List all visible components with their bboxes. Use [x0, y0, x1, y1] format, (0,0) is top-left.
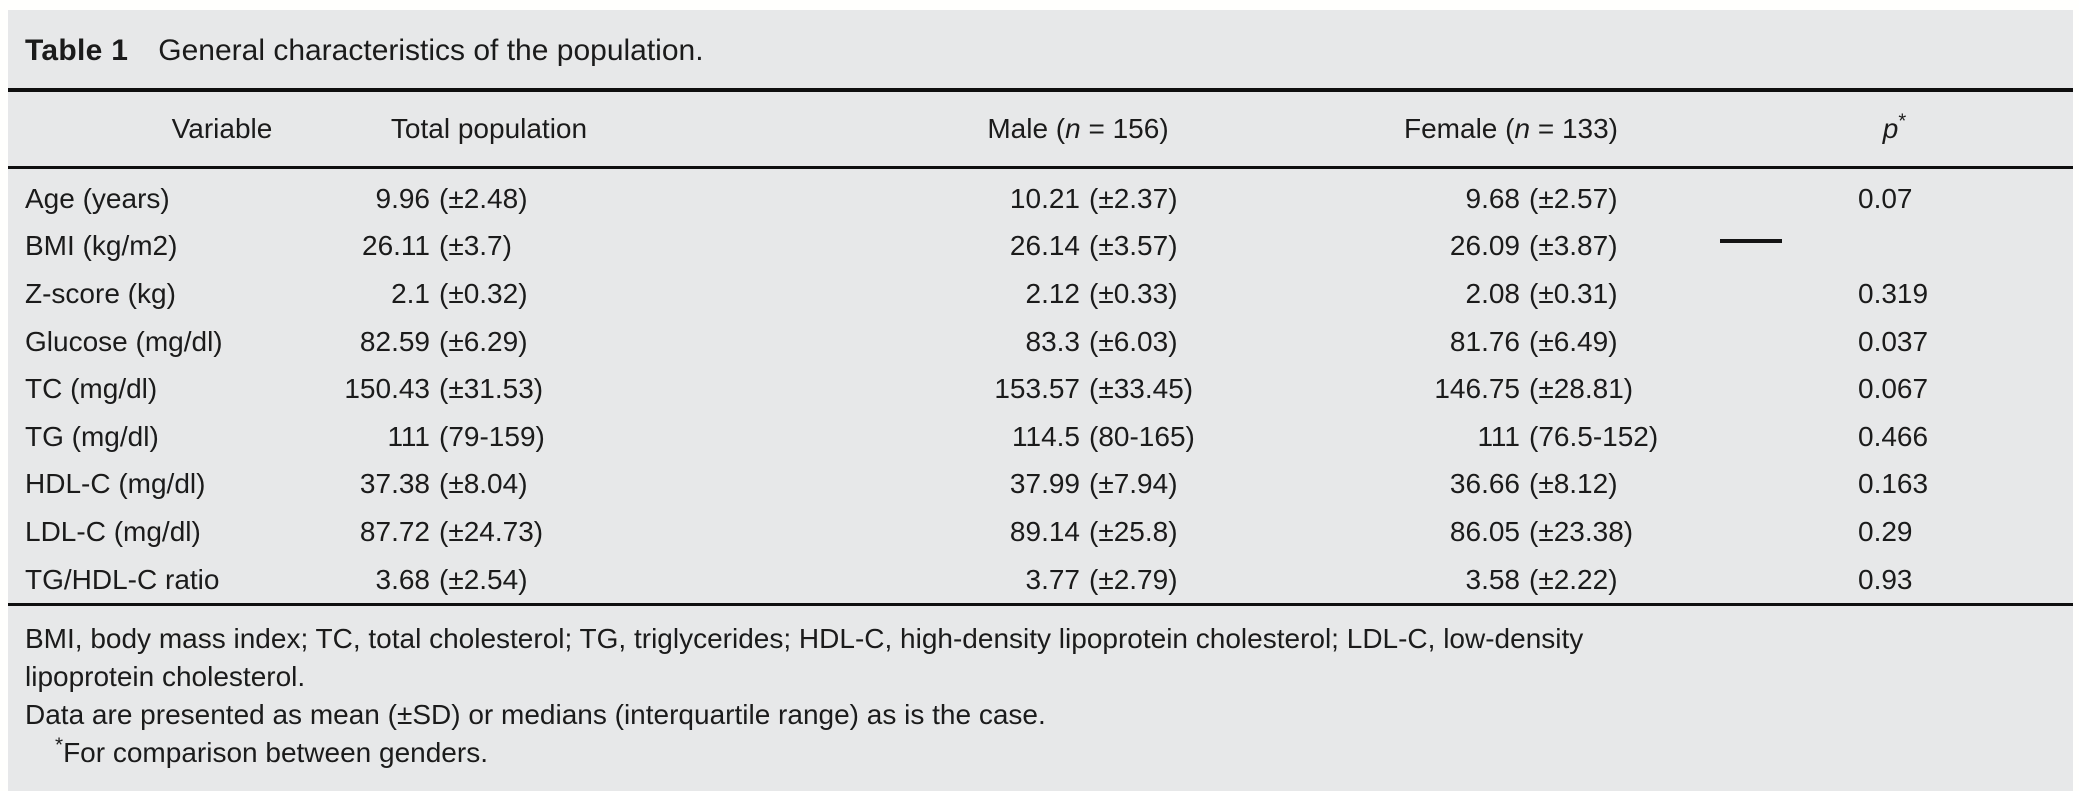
cell-male: 83.3 (±6.03) [1025, 325, 1178, 357]
scan-rule-artifact [1720, 239, 1782, 243]
table-title-text: General characteristics of the populatio… [158, 34, 704, 67]
column-header-female: Female (n = 133) [1404, 113, 1618, 144]
row-label: Glucose (mg/dl) [25, 325, 223, 357]
table-row-hdl: HDL-C (mg/dl) 37.38 (±8.04) 37.99 (±7.94) … [25, 461, 2056, 509]
row-label: Age (years) [25, 182, 170, 214]
cell-female: 146.75 (±28.81) [1434, 373, 1634, 405]
footnote-asterisk-text: For comparison between genders. [63, 737, 488, 769]
row-label: HDL-C (mg/dl) [25, 468, 206, 500]
footnote-asterisk: *For comparison between genders. [25, 734, 2056, 772]
cell-total: 87.72 (±24.73) [359, 515, 544, 547]
cell-female: 9.68 (±2.57) [1465, 182, 1618, 214]
table-title: Table 1 General characteristics of the p… [8, 10, 2073, 92]
table-row-tg: TG (mg/dl) 111 (79-159) 114.5 (80-165) 111… [25, 413, 2056, 461]
column-header-p: p* [1882, 110, 1907, 144]
column-header-variable: Variable [171, 113, 273, 144]
cell-male: 26.14 (±3.57) [1009, 230, 1178, 262]
cell-male: 114.5 (80-165) [1012, 420, 1195, 452]
table-body: Age (years) 9.96 (±2.48) 10.21 (±2.37) 9.6… [8, 169, 2073, 603]
cell-female: 86.05 (±23.38) [1449, 515, 1634, 547]
row-label: LDL-C (mg/dl) [25, 515, 201, 547]
row-label: Z-score (kg) [25, 277, 176, 309]
cell-female: 81.76 (±6.49) [1449, 325, 1618, 357]
table-row-zscore: Z-score (kg) 2.1 (±0.32) 2.12 (±0.33) 2.08… [25, 270, 2056, 318]
cell-total: 9.96 (±2.48) [375, 182, 528, 214]
table-footnotes: BMI, body mass index; TC, total choleste… [8, 603, 2073, 772]
row-label: BMI (kg/m2) [25, 230, 178, 262]
cell-p-value: 0.29 [1858, 515, 1913, 547]
cell-male: 153.57 (±33.45) [994, 373, 1194, 405]
cell-male: 10.21 (±2.37) [1009, 182, 1178, 214]
cell-total: 111 (79-159) [387, 420, 545, 452]
cell-total: 2.1 (±0.32) [391, 277, 528, 309]
cell-p-value: 0.037 [1858, 325, 1929, 357]
table-row-age: Age (years) 9.96 (±2.48) 10.21 (±2.37) 9.6… [25, 175, 2056, 223]
cell-female: 26.09 (±3.87) [1449, 230, 1618, 262]
cell-male: 2.12 (±0.33) [1025, 277, 1178, 309]
cell-total: 26.11 (±3.7) [362, 230, 512, 262]
cell-p-value: 0.319 [1858, 277, 1929, 309]
asterisk-mark: * [55, 734, 64, 758]
table-row-glucose: Glucose (mg/dl) 82.59 (±6.29) 83.3 (±6.03)… [25, 318, 2056, 366]
row-label: TG (mg/dl) [25, 420, 159, 452]
table-title-label: Table 1 [25, 34, 129, 67]
cell-p-value: 0.466 [1858, 420, 1929, 452]
column-header-male: Male (n = 156) [987, 113, 1169, 144]
row-label: TG/HDL-C ratio [25, 563, 220, 595]
p-asterisk: * [1898, 110, 1907, 133]
footnote-abbreviations-line1: BMI, body mass index; TC, total choleste… [25, 623, 1584, 655]
cell-p-value: 0.163 [1858, 468, 1929, 500]
cell-total: 3.68 (±2.54) [375, 563, 528, 595]
column-header-total-population: Total population [390, 113, 588, 144]
cell-female: 3.58 (±2.22) [1465, 563, 1618, 595]
footnote-data-presentation: Data are presented as mean (±SD) or medi… [25, 699, 1046, 731]
cell-p-value: 0.07 [1858, 182, 1913, 214]
cell-p-value: 0.93 [1858, 563, 1913, 595]
table-panel: Table 1 General characteristics of the p… [8, 10, 2073, 791]
cell-female: 111 (76.5-152) [1477, 420, 1659, 452]
row-label: TC (mg/dl) [25, 373, 158, 405]
table-row-ldl: LDL-C (mg/dl) 87.72 (±24.73) 89.14 (±25.8)… [25, 508, 2056, 556]
cell-male: 89.14 (±25.8) [1009, 515, 1178, 547]
cell-p-value: 0.067 [1858, 373, 1929, 405]
table-row-tg-hdl-ratio: TG/HDL-C ratio 3.68 (±2.54) 3.77 (±2.79) 3… [25, 556, 2056, 604]
cell-total: 37.38 (±8.04) [359, 468, 528, 500]
footnote-abbreviations-line2: lipoprotein cholesterol. [25, 661, 306, 693]
cell-male: 37.99 (±7.94) [1009, 468, 1178, 500]
table-row-bmi: BMI (kg/m2) 26.11 (±3.7) 26.14 (±3.57) 26.… [25, 223, 2056, 271]
cell-female: 36.66 (±8.12) [1449, 468, 1618, 500]
cell-total: 150.43 (±31.53) [344, 373, 544, 405]
cell-male: 3.77 (±2.79) [1025, 563, 1178, 595]
cell-total: 82.59 (±6.29) [359, 325, 528, 357]
cell-female: 2.08 (±0.31) [1465, 277, 1618, 309]
table-row-tc: TC (mg/dl) 150.43 (±31.53) 153.57 (±33.45)… [25, 365, 2056, 413]
table-header-row: Variable Total population Male (n = 156)… [8, 92, 2073, 243]
